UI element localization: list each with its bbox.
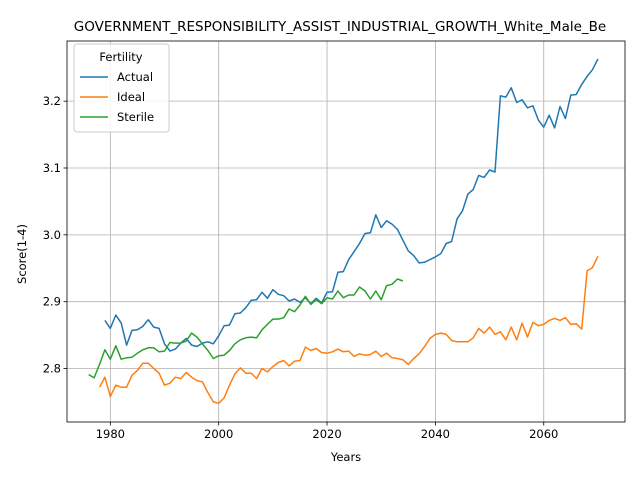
legend-label-actual: Actual bbox=[117, 70, 153, 84]
legend-title: Fertility bbox=[99, 50, 142, 64]
y-tick-label: 2.9 bbox=[43, 295, 61, 309]
y-ticks: 2.8 2.9 3.0 3.1 3.2 bbox=[43, 94, 67, 376]
y-tick-label: 3.0 bbox=[43, 228, 61, 242]
legend-label-sterile: Sterile bbox=[117, 110, 154, 124]
x-tick-label: 2060 bbox=[529, 427, 558, 441]
x-ticks: 1980 2000 2020 2040 2060 bbox=[96, 422, 558, 441]
y-axis-label: Score(1-4) bbox=[15, 224, 29, 284]
legend-box bbox=[73, 43, 170, 133]
x-tick-label: 2020 bbox=[312, 427, 341, 441]
plot-frame bbox=[66, 40, 626, 423]
legend: Fertility Actual Ideal Sterile bbox=[73, 43, 170, 133]
grid bbox=[67, 41, 625, 422]
x-tick-label: 2000 bbox=[204, 427, 233, 441]
x-tick-label: 1980 bbox=[96, 427, 125, 441]
series-line-sterile bbox=[88, 278, 404, 379]
y-tick-label: 3.2 bbox=[43, 94, 61, 108]
y-tick-label: 3.1 bbox=[43, 161, 61, 175]
legend-items: Actual Ideal Sterile bbox=[80, 70, 154, 124]
series-layer bbox=[88, 58, 599, 405]
legend-label-ideal: Ideal bbox=[117, 90, 145, 104]
y-tick-label: 2.8 bbox=[43, 362, 61, 376]
x-tick-label: 2040 bbox=[421, 427, 450, 441]
x-axis-label: Years bbox=[330, 450, 361, 464]
chart-title: GOVERNMENT_RESPONSIBILITY_ASSIST_INDUSTR… bbox=[74, 19, 606, 35]
series-line-ideal bbox=[98, 255, 599, 405]
